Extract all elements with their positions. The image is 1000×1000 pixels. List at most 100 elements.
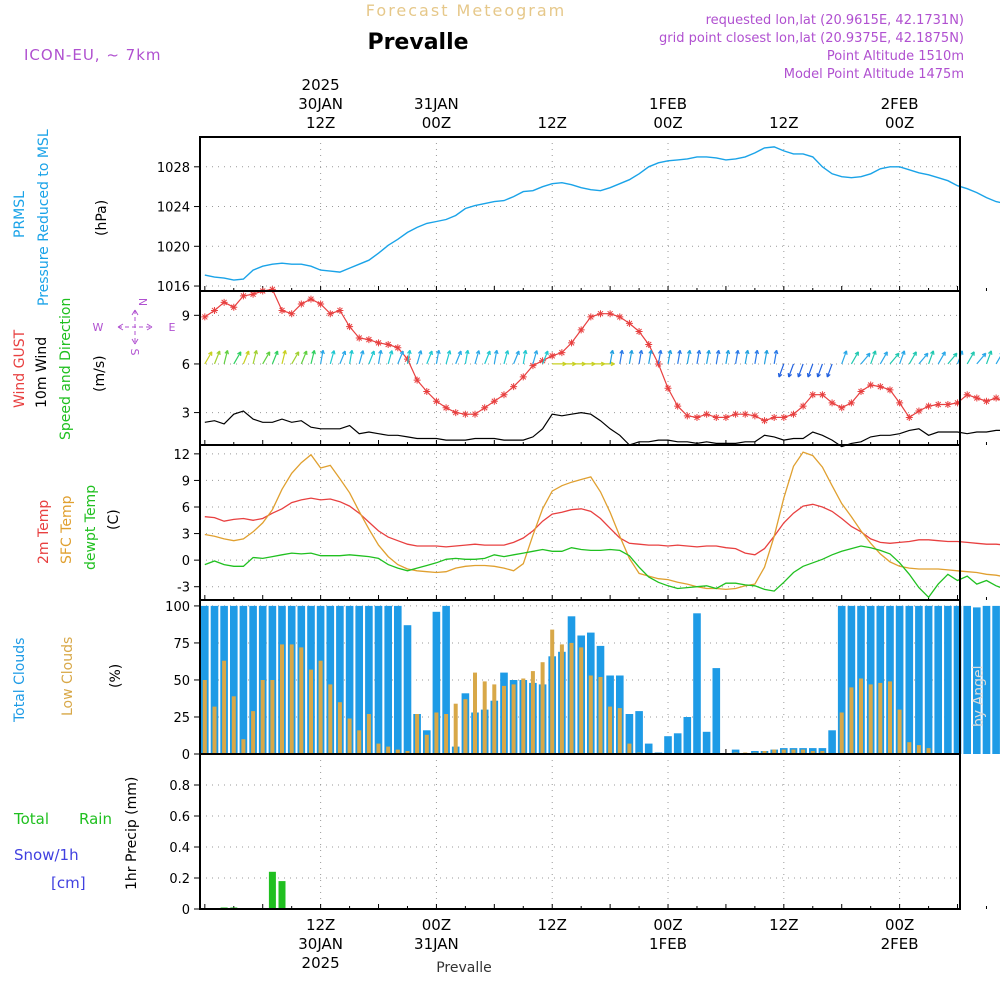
wind-direction-arrow — [860, 352, 871, 365]
total-cloud-bar — [258, 605, 267, 754]
total-cloud-bar — [731, 749, 740, 754]
low-cloud-bar — [791, 749, 796, 754]
total-cloud-bar — [230, 605, 238, 754]
gust-marker — [799, 402, 807, 410]
low-cloud-bar — [579, 647, 584, 754]
low-cloud-bar — [202, 680, 207, 754]
gust-marker — [915, 407, 923, 415]
temp2m-line — [204, 497, 1000, 556]
gust-marker — [210, 306, 218, 314]
low-cloud-bar — [405, 751, 410, 754]
gust-marker — [954, 399, 962, 407]
y-tick-label: 0 — [182, 903, 190, 918]
wind-direction-arrow — [850, 351, 859, 365]
total-cloud-bar — [924, 605, 933, 754]
wind-direction-arrow — [455, 350, 462, 365]
wind-direction-arrow — [242, 350, 250, 365]
low-cloud-bar — [608, 706, 613, 754]
total-cloud-bar — [886, 605, 894, 754]
point-altitude: Point Altitude 1510m — [827, 49, 964, 64]
wind-direction-arrow — [493, 349, 499, 365]
low-cloud-bar — [926, 748, 931, 754]
wind-direction-arrow — [532, 350, 539, 365]
low-cloud-bar — [810, 751, 815, 754]
prmsl-label: PRMSL — [12, 191, 28, 238]
low-cloud-bar — [781, 749, 786, 754]
total-cloud-bar — [876, 605, 885, 754]
low-cloud-bar — [251, 711, 256, 754]
panels: 1016 1020 1024 1028 3 6 9 -3 0 3 6 9 12 0 25 50 75 100 0 0.… — [157, 136, 1000, 918]
y-tick-label: 1020 — [157, 240, 190, 255]
total-cloud-bar — [828, 730, 836, 754]
pressure-labels: PRMSL Pressure Reduced to MSL (hPa) — [12, 129, 110, 306]
low-cloud-bar — [386, 746, 391, 754]
total-cloud-bar — [673, 733, 682, 754]
wind-direction-arrow — [816, 363, 823, 378]
time-label: 12Z — [306, 114, 335, 132]
gust-marker — [664, 384, 672, 392]
panel-clouds: 0 25 50 75 100 — [165, 599, 1000, 763]
gust-marker — [394, 344, 402, 352]
low-cloud-bar — [530, 671, 535, 754]
wind-direction-arrow — [706, 349, 711, 365]
gust-marker — [992, 394, 1000, 402]
time-label: 31JAN — [414, 935, 459, 953]
gust-marker — [288, 310, 296, 318]
y-tick-label: 0.8 — [169, 779, 190, 794]
y-tick-label: 0.2 — [169, 872, 190, 887]
wind-direction-arrow — [464, 349, 470, 365]
total-cloud-bar — [268, 605, 277, 754]
time-label: 12Z — [538, 916, 567, 934]
gust-marker — [317, 300, 325, 308]
gust-marker — [732, 410, 740, 418]
gust-marker — [838, 404, 846, 412]
time-label: 2FEB — [881, 935, 919, 953]
total-cloud-bar — [345, 605, 354, 754]
low-cloud-bar — [521, 678, 526, 754]
wind-direction-arrow — [899, 350, 906, 365]
total-clouds-label: Total Clouds — [12, 638, 28, 723]
wind-direction-arrow — [233, 351, 242, 365]
total-cloud-bar — [895, 605, 904, 754]
wind-direction-arrow — [735, 349, 740, 365]
low-cloud-bar — [473, 672, 477, 754]
low-cloud-bar — [550, 629, 555, 754]
gust-marker — [375, 339, 383, 347]
total-cloud-bar — [432, 611, 441, 754]
time-label: 2FEB — [881, 95, 919, 113]
wind-direction-arrow — [339, 350, 347, 365]
gust-marker — [703, 410, 711, 418]
wind-direction-arrow — [387, 350, 394, 365]
compass-n: N — [136, 298, 149, 306]
y-tick-label: 0 — [182, 748, 190, 763]
low-cloud-bar — [357, 730, 362, 754]
y-tick-label: 6 — [182, 358, 190, 373]
total-cloud-bar — [905, 605, 914, 754]
time-label: 00Z — [653, 916, 682, 934]
pressure-unit: (hPa) — [94, 200, 110, 236]
time-label: 00Z — [885, 114, 914, 132]
y-tick-label: 100 — [165, 600, 190, 615]
y-tick-label: 0.4 — [169, 841, 190, 856]
gust-marker — [654, 360, 662, 368]
wind-direction-arrow — [474, 350, 481, 365]
time-label: 00Z — [422, 916, 451, 934]
total-cloud-bar — [249, 605, 257, 754]
gust-marker — [471, 410, 479, 418]
y-tick-label: -3 — [177, 581, 190, 596]
wind-direction-arrow — [657, 349, 663, 365]
total-cloud-bar — [374, 605, 383, 754]
low-cloud-bar — [424, 734, 429, 755]
wind-direction-arrow — [787, 363, 795, 378]
gust-marker — [683, 412, 691, 420]
total-label: Total — [13, 810, 49, 828]
total-cloud-bar — [664, 736, 672, 754]
gust-marker — [529, 362, 537, 370]
low-cloud-bar — [762, 751, 767, 754]
gust-marker — [568, 339, 576, 347]
wind-direction-arrow — [754, 349, 760, 365]
gust-marker — [539, 357, 547, 365]
time-label: 2025 — [302, 76, 340, 94]
gust-marker — [693, 413, 701, 421]
